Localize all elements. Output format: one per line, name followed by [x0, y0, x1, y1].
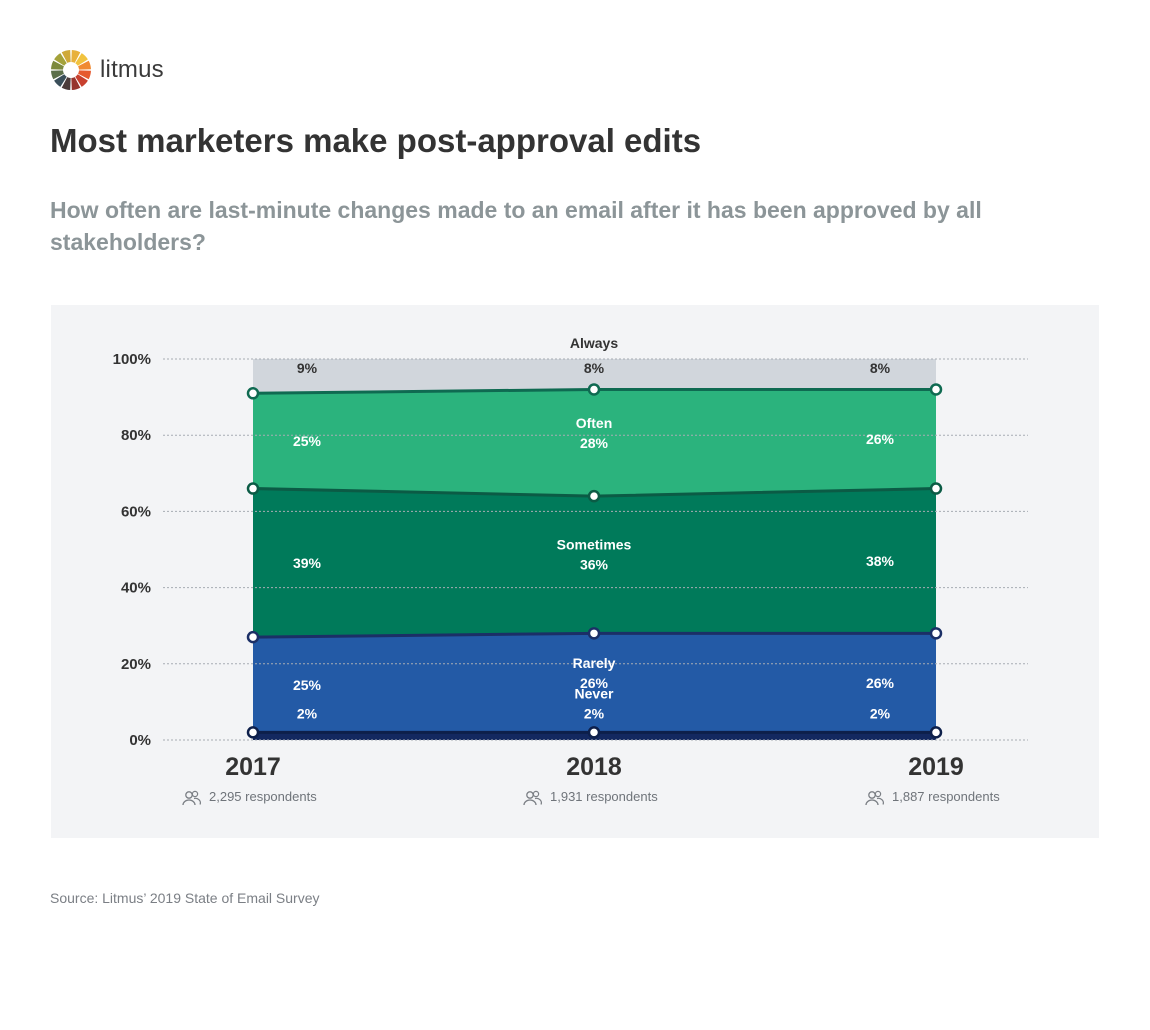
y-tick-label: 80%	[121, 427, 151, 444]
data-point-often	[246, 387, 260, 400]
data-label: 36%	[580, 557, 609, 573]
data-label: 26%	[866, 675, 895, 691]
logo-segment	[71, 50, 81, 63]
area-sometimes	[253, 488, 936, 638]
area-often	[253, 389, 936, 497]
data-point-rarely	[929, 627, 943, 640]
x-tick-label: 2019	[908, 753, 964, 781]
respondent-count: 2,295 respondents	[209, 789, 317, 804]
data-label: 39%	[293, 555, 322, 571]
data-label: 2%	[584, 705, 605, 721]
y-tick-label: 40%	[121, 580, 151, 597]
data-label: 28%	[580, 435, 609, 451]
logo-segment	[51, 70, 64, 80]
logo-segment	[75, 53, 88, 66]
respondent-count: 1,887 respondents	[892, 789, 1000, 804]
logo-segment	[78, 70, 91, 80]
data-point-rarely	[587, 627, 601, 640]
respondent-count: 1,931 respondents	[550, 789, 658, 804]
data-point-often	[929, 383, 943, 396]
data-point-sometimes	[929, 482, 943, 495]
series-label-rarely: Rarely	[573, 655, 616, 671]
data-label: 26%	[866, 431, 895, 447]
y-tick-label: 0%	[129, 732, 151, 749]
people-icon	[523, 790, 542, 806]
series-label-often: Often	[576, 415, 613, 431]
stacked-area-chart: 0% 20% 40% 60% 80% 100% 2% 2% 2% Never 25% 26% 26% Ra…	[113, 335, 1028, 806]
x-tick-label: 2018	[566, 753, 622, 781]
series-label-always: Always	[570, 335, 618, 351]
y-tick-label: 20%	[121, 656, 151, 673]
logo-segment	[71, 77, 81, 90]
brand-logo: litmus	[50, 49, 164, 91]
data-label: 38%	[866, 553, 895, 569]
page-title: Most marketers make post-approval edits	[50, 122, 702, 159]
data-label: 26%	[580, 675, 609, 691]
data-label: 25%	[293, 433, 322, 449]
logo-segment	[54, 53, 67, 66]
data-point-sometimes	[246, 482, 260, 495]
data-point-sometimes	[587, 489, 601, 503]
data-point-never	[587, 726, 601, 739]
logo-segment	[51, 60, 64, 70]
data-point-never	[246, 726, 260, 739]
logo-segment	[78, 60, 91, 70]
series-label-never: Never	[575, 685, 614, 701]
y-tick-label: 60%	[121, 503, 151, 520]
series-label-sometimes: Sometimes	[557, 537, 632, 553]
x-tick-label: 2017	[225, 753, 281, 781]
logo-segment	[61, 50, 71, 63]
data-label: 2%	[297, 705, 318, 721]
data-label: 2%	[870, 705, 891, 721]
people-icon	[182, 790, 201, 806]
data-point-never	[929, 726, 943, 739]
logo-segment	[54, 74, 67, 87]
data-label: 8%	[584, 360, 605, 376]
logo-segment	[61, 77, 71, 90]
y-tick-label: 100%	[113, 351, 151, 368]
area-always	[253, 359, 936, 394]
data-label: 9%	[297, 360, 318, 376]
area-rarely	[253, 633, 936, 733]
data-point-often	[587, 383, 601, 396]
brand-name: litmus	[100, 56, 164, 83]
data-label: 8%	[870, 360, 891, 376]
data-label: 25%	[293, 677, 322, 693]
people-icon	[865, 790, 884, 806]
data-point-rarely	[246, 630, 260, 644]
logo-segment	[75, 74, 88, 87]
litmus-logo-icon	[51, 50, 91, 90]
source-note: Source: Litmus’ 2019 State of Email Surv…	[50, 890, 320, 906]
chart-panel: 0% 20% 40% 60% 80% 100% 2% 2% 2% Never 25% 26% 26% Ra…	[51, 305, 1099, 838]
page-subtitle: How often are last-minute changes made t…	[50, 197, 982, 255]
